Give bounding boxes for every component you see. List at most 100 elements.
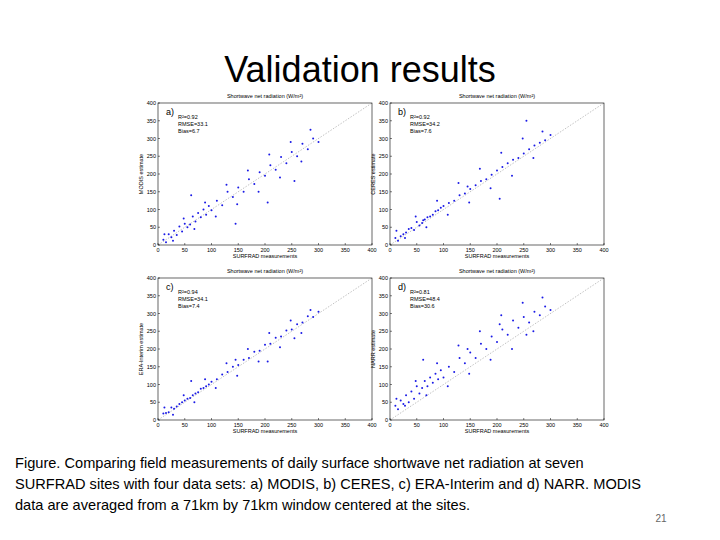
- point: [190, 194, 192, 196]
- y-tick: [158, 366, 160, 367]
- point: [269, 164, 271, 166]
- point: [236, 203, 238, 205]
- x-tick: [523, 418, 524, 420]
- one-to-one-line: [390, 278, 604, 420]
- point: [404, 405, 406, 407]
- y-tick-label: 200: [379, 346, 388, 352]
- point: [307, 315, 309, 317]
- point: [186, 398, 188, 400]
- x-tick-label: 50: [182, 247, 188, 253]
- point: [413, 229, 415, 231]
- y-tick-label: 400: [147, 100, 156, 106]
- point: [183, 217, 185, 219]
- point: [397, 408, 399, 410]
- point: [539, 314, 541, 316]
- y-tick-label: 300: [147, 311, 156, 317]
- point: [184, 223, 186, 225]
- point: [511, 348, 513, 350]
- point: [173, 230, 175, 232]
- x-tick: [470, 243, 471, 245]
- point: [402, 233, 404, 235]
- point: [216, 200, 218, 202]
- x-tick: [238, 418, 239, 420]
- annotation: RMSE=48.4: [410, 296, 440, 302]
- y-tick-label: 350: [379, 118, 388, 124]
- point: [204, 378, 206, 380]
- annotation: R²=0.94: [178, 289, 198, 295]
- point: [296, 323, 298, 325]
- point: [301, 321, 303, 323]
- point: [247, 169, 249, 171]
- point: [475, 357, 477, 359]
- y-tick: [390, 295, 392, 296]
- point: [279, 177, 281, 179]
- point: [163, 407, 165, 409]
- y-tick-label: 300: [379, 311, 388, 317]
- point: [528, 148, 530, 150]
- y-axis-label: MODIS estimate: [138, 154, 144, 194]
- y-tick-label: 250: [147, 153, 156, 159]
- y-tick: [158, 138, 160, 139]
- point: [525, 120, 527, 122]
- point: [227, 371, 229, 373]
- x-tick-label: 50: [414, 422, 420, 428]
- panel-label: a): [166, 107, 174, 117]
- annotation: R²=0.92: [410, 114, 430, 120]
- point: [469, 188, 471, 190]
- point: [533, 311, 535, 313]
- point: [464, 193, 466, 195]
- x-tick: [211, 243, 212, 245]
- point: [429, 376, 431, 378]
- point: [541, 297, 543, 299]
- y-tick-label: 100: [147, 382, 156, 388]
- point: [204, 201, 206, 203]
- point: [197, 212, 199, 214]
- point: [291, 328, 293, 330]
- y-tick: [390, 420, 392, 421]
- y-tick: [158, 331, 160, 332]
- x-tick-label: 300: [546, 247, 555, 253]
- point: [189, 223, 191, 225]
- point: [415, 380, 417, 382]
- point: [517, 327, 519, 329]
- point: [301, 143, 303, 145]
- x-tick-label: 300: [314, 422, 323, 428]
- x-tick-label: 150: [234, 422, 243, 428]
- x-tick-label: 350: [341, 422, 350, 428]
- x-tick-label: 100: [207, 247, 216, 253]
- y-tick: [390, 278, 392, 279]
- point: [410, 391, 412, 393]
- plot-frame: [390, 103, 604, 245]
- point: [227, 191, 229, 193]
- point: [275, 169, 277, 171]
- point: [426, 216, 428, 218]
- panel: 0501001502002503003504000501001502002503…: [138, 93, 377, 259]
- x-tick-label: 200: [260, 247, 269, 253]
- y-tick: [158, 156, 160, 157]
- point: [432, 382, 434, 384]
- point: [425, 226, 427, 228]
- point: [296, 155, 298, 157]
- point: [268, 332, 270, 334]
- point: [253, 183, 255, 185]
- x-tick: [443, 418, 444, 420]
- point: [480, 180, 482, 182]
- x-tick-label: 50: [414, 247, 420, 253]
- point: [544, 305, 546, 307]
- point: [193, 228, 195, 230]
- x-tick-label: 400: [367, 247, 376, 253]
- x-tick: [470, 418, 471, 420]
- point: [416, 385, 418, 387]
- x-tick: [604, 243, 605, 245]
- point: [523, 152, 525, 154]
- x-axis-label: SURFRAD measurements: [233, 253, 298, 259]
- y-tick-label: 300: [379, 136, 388, 142]
- point: [528, 321, 530, 323]
- panel-label: c): [166, 282, 174, 292]
- y-tick-label: 300: [147, 136, 156, 142]
- point: [413, 398, 415, 400]
- point: [491, 336, 493, 338]
- x-tick-label: 400: [367, 422, 376, 428]
- x-tick: [372, 243, 373, 245]
- point: [539, 142, 541, 144]
